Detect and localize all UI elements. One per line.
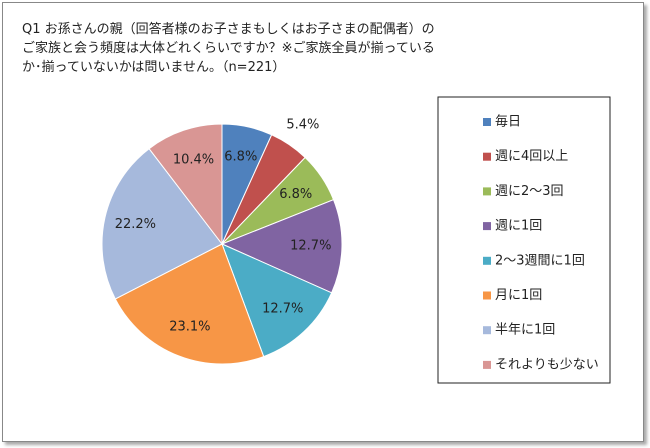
legend-label: 2～3週間に1回 bbox=[495, 253, 585, 268]
legend-box bbox=[437, 96, 611, 384]
data-label: 12.7% bbox=[290, 238, 331, 253]
data-label: 23.1% bbox=[169, 319, 210, 334]
pie-slice bbox=[221, 243, 333, 358]
legend-swatch bbox=[483, 256, 491, 265]
legend-swatch bbox=[483, 118, 491, 126]
legend-swatch bbox=[483, 291, 491, 300]
legend-swatch bbox=[483, 187, 491, 196]
data-label: 6.8% bbox=[279, 187, 312, 202]
legend-swatch bbox=[483, 326, 491, 335]
legend-swatch bbox=[483, 152, 491, 161]
pie-slice bbox=[101, 147, 223, 300]
pie-slice bbox=[148, 123, 223, 246]
legend-label: 週に4回以上 bbox=[495, 149, 568, 164]
data-label: 22.2% bbox=[115, 217, 156, 232]
legend-label: 週に1回 bbox=[495, 219, 542, 234]
data-label: 6.8% bbox=[224, 150, 257, 165]
data-label: 10.4% bbox=[173, 152, 214, 167]
legend-label: 半年に1回 bbox=[495, 323, 555, 338]
legend-label: 月に1回 bbox=[495, 288, 542, 303]
pie-slice bbox=[114, 243, 265, 365]
chart-title: Q1 お孫さんの親（回答者様のお子さまもしくはお子さまの配偶者）のご家族と会う頻… bbox=[22, 22, 435, 75]
pie-slice bbox=[220, 199, 343, 294]
data-label: 12.7% bbox=[262, 301, 303, 316]
legend-label: 毎日 bbox=[495, 114, 521, 130]
legend-swatch bbox=[483, 360, 491, 369]
legend-label: それよりも少ない bbox=[495, 357, 599, 372]
data-label: 5.4% bbox=[286, 117, 319, 132]
legend-label: 週に2～3回 bbox=[495, 184, 564, 199]
legend-swatch bbox=[483, 222, 491, 231]
